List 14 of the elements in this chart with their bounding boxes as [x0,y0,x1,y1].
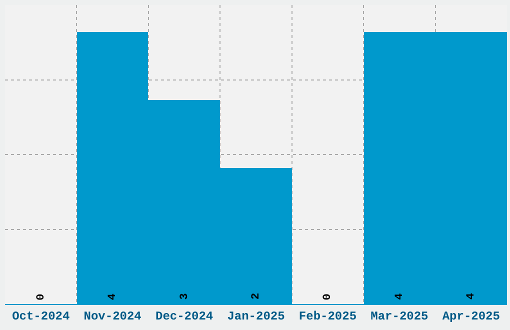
data-label: 0 [35,294,48,300]
x-tick-label: Dec-2024 [155,309,214,324]
x-tick-label: Apr-2025 [442,309,500,324]
data-label: 4 [466,292,478,300]
x-tick-label: Nov-2024 [84,309,142,324]
data-label: 0 [322,294,334,300]
x-tick-label: Jan-2025 [227,309,285,324]
data-label: 3 [178,292,191,300]
x-tick-label: Feb-2025 [298,309,357,324]
x-tick-label: Mar-2025 [370,309,428,324]
x-tick-label: Oct-2024 [12,309,70,324]
data-label: 2 [250,292,262,300]
data-label: 4 [107,293,120,300]
data-label: 4 [394,292,406,300]
